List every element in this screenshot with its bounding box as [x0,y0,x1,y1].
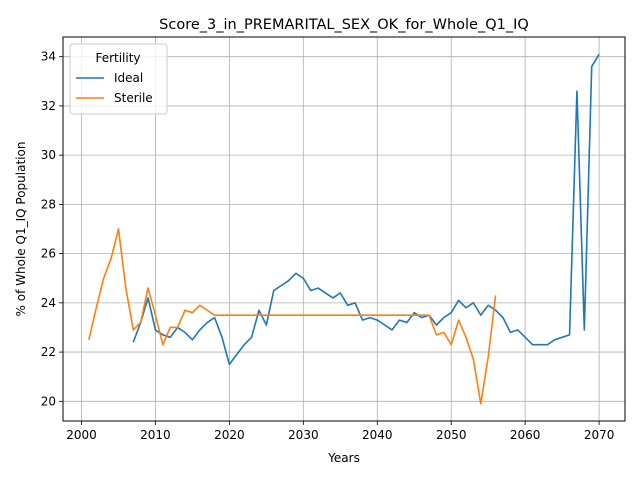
x-tick-label-2020: 2020 [214,428,245,442]
series-line-ideal [132,53,600,366]
y-tick-label-24: 24 [41,296,56,310]
y-tick-label-34: 34 [41,50,56,64]
chart-title: Score_3_in_PREMARITAL_SEX_OK_for_Whole_Q… [159,17,529,33]
x-tick-label-2030: 2030 [288,428,319,442]
x-tick-label-2010: 2010 [140,428,171,442]
y-tick-label-32: 32 [41,99,56,113]
legend-box [69,43,168,115]
y-tick-label-20: 20 [41,394,56,408]
series-lines [88,53,600,405]
legend-title: Fertility [95,51,140,65]
x-tick-label-2070: 2070 [584,428,615,442]
y-axis-ticks: 20 22 24 26 28 30 32 34 [41,50,63,408]
legend-label-ideal: Ideal [114,71,143,85]
x-tick-label-2060: 2060 [510,428,541,442]
x-tick-label-2000: 2000 [66,428,97,442]
grid-lines [63,37,625,421]
plot-frame [62,36,626,422]
x-axis-ticks: 2000 2010 2020 2030 2040 2050 2060 2070 [66,421,614,442]
y-tick-label-26: 26 [41,247,56,261]
y-tick-label-30: 30 [41,148,56,162]
x-tick-label-2050: 2050 [436,428,467,442]
series-line-sterile [88,228,497,405]
y-tick-label-22: 22 [41,345,56,359]
x-axis-label: Years [327,451,360,465]
y-axis-label: % of Whole Q1_IQ Population [14,142,28,317]
legend: Fertility Ideal Sterile [69,43,168,115]
x-tick-label-2040: 2040 [362,428,393,442]
legend-label-sterile: Sterile [114,91,153,105]
y-tick-label-28: 28 [41,197,56,211]
